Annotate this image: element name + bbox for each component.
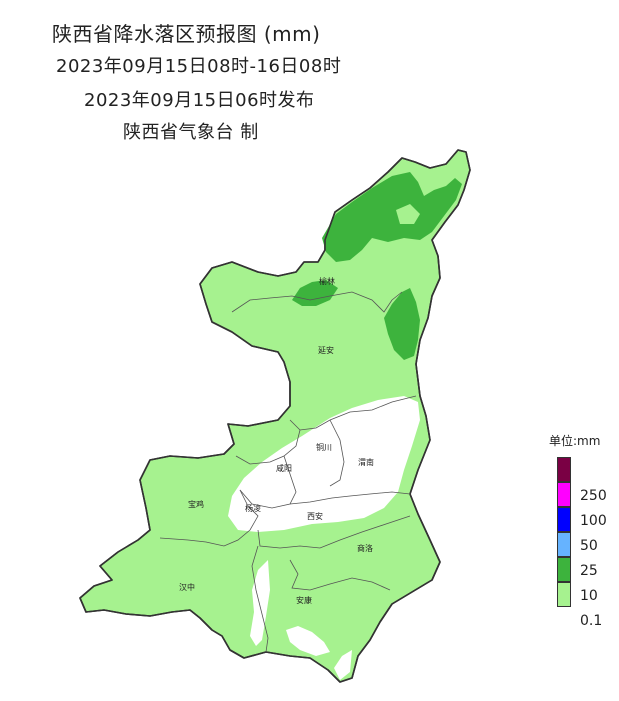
precipitation-legend: 单位:mm 250 100 50 25 10 0.1 — [549, 432, 619, 692]
city-label-yangling: 杨凌 — [245, 503, 261, 513]
legend-label-100: 100 — [580, 513, 607, 529]
legend-label-250: 250 — [580, 488, 607, 504]
legend-swatch-250-plus — [557, 457, 571, 482]
city-label-xianyang: 咸阳 — [276, 463, 292, 473]
city-label-yanan: 延安 — [318, 345, 334, 355]
legend-label-10: 10 — [580, 588, 598, 604]
city-label-shangluo: 商洛 — [357, 543, 373, 553]
legend-swatch-10-25 — [557, 557, 571, 582]
legend-swatch-25-50 — [557, 532, 571, 557]
moderate-rain-area-east — [384, 288, 420, 360]
city-label-baoji: 宝鸡 — [188, 499, 204, 509]
forecast-period: 2023年09月15日08时-16日08时 — [56, 56, 342, 77]
city-label-ankang: 安康 — [296, 595, 312, 605]
city-label-weinan: 渭南 — [358, 457, 374, 467]
legend-unit: 单位:mm — [549, 434, 601, 448]
legend-swatch-100-250 — [557, 482, 571, 507]
moderate-rain-area-north — [322, 172, 462, 262]
legend-swatch-0.1-10 — [557, 582, 571, 607]
light-rain-hole-north — [396, 204, 420, 224]
legend-label-25: 25 — [580, 563, 598, 579]
city-boundaries — [159, 291, 417, 653]
city-label-xian: 西安 — [307, 511, 323, 521]
no-rain-area-southeast — [286, 626, 330, 656]
issuer: 陕西省气象台 制 — [123, 122, 259, 143]
city-label-yulin: 榆林 — [319, 276, 335, 286]
no-rain-area-south — [250, 560, 270, 646]
city-label-hanzhong: 汉中 — [179, 582, 195, 592]
legend-label-50: 50 — [580, 538, 598, 554]
legend-swatch-50-100 — [557, 507, 571, 532]
map-title: 陕西省降水落区预报图 (mm) — [52, 22, 321, 46]
issue-time: 2023年09月15日06时发布 — [84, 90, 315, 111]
province-boundary — [79, 149, 471, 683]
no-rain-area-east-tip — [334, 650, 352, 680]
legend-label-0.1: 0.1 — [580, 613, 603, 629]
moderate-rain-area-mid — [292, 280, 338, 306]
no-rain-area-guanzhong — [228, 396, 420, 532]
city-label-tongchuan: 铜川 — [316, 442, 332, 452]
